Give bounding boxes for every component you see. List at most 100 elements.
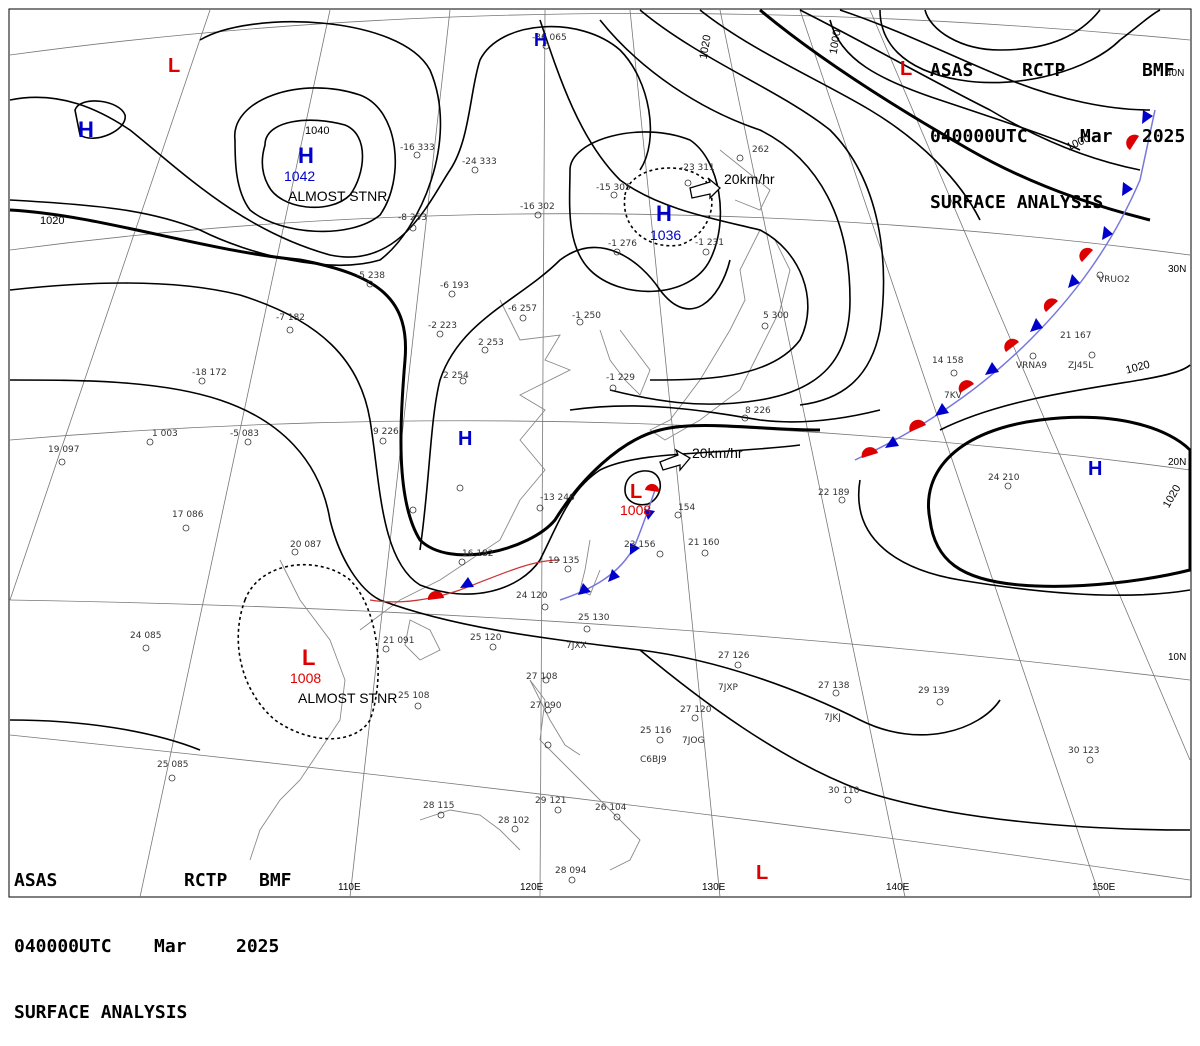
obs-68: C6BJ9 — [640, 755, 667, 765]
isobar-h-outer-2 — [9, 25, 652, 258]
chart-header-top-right: ASAS RCTP BMF 040000UTC Mar 2025 SURFACE ANA… — [930, 16, 1185, 236]
coast-hainan — [404, 619, 441, 661]
high-center-1042: H — [298, 143, 314, 168]
obs-50: 262 — [752, 145, 769, 155]
isobar-1000-label-line — [829, 19, 1081, 151]
isobar-1020-main — [9, 208, 821, 557]
isobar-l1008-dashed — [237, 563, 379, 740]
obs-64: 7JXX — [566, 641, 587, 651]
meridian-120e — [539, 9, 546, 898]
low-center-1008-taiwan: L — [630, 481, 642, 503]
obs-29: 26 104 — [595, 803, 627, 813]
lon-label-130e: 130E — [702, 882, 726, 893]
obs-27: 28 094 — [555, 866, 587, 876]
isobar-1016-west — [9, 379, 381, 601]
isobar-east-3 — [639, 9, 885, 406]
obs-62: ZJ45L — [1068, 361, 1093, 371]
obs-52: 21 167 — [1060, 331, 1092, 341]
obs-60: 7KV — [944, 391, 963, 401]
isobar-ne-low-1 — [879, 9, 1161, 84]
header-month: Mar — [1080, 126, 1113, 147]
obs-14: -6 257 — [508, 304, 537, 314]
note-almost-stnr-low: ALMOST STNR — [298, 690, 397, 706]
header-office: BMF — [1142, 60, 1175, 81]
header-time: 040000UTC — [930, 126, 1028, 147]
obs-23: 24 085 — [130, 631, 162, 641]
isobar-south-1012b — [639, 649, 1191, 831]
coast-indochina — [249, 559, 346, 861]
low-value-1008-indochina: 1008 — [290, 670, 321, 686]
obs-4: -15 305 — [596, 183, 631, 193]
obs-46: 25 130 — [578, 613, 610, 623]
obs-31: 27 120 — [680, 705, 712, 715]
lon-label-140e: 140E — [886, 882, 910, 893]
low-center-ne: L — [900, 58, 912, 80]
latitude-line-30n — [9, 213, 1191, 256]
note-almost-stnr-high: ALMOST STNR — [288, 188, 387, 204]
high-center-north: H — [534, 30, 547, 50]
obs-55: -1 276 — [608, 239, 637, 249]
arrow-h1036-motion — [689, 177, 721, 200]
obs-30: 25 116 — [640, 726, 672, 736]
motion-speed-labels: 20km/hr 20km/hr — [692, 171, 775, 461]
obs-26: 28 102 — [498, 816, 530, 826]
isobar-pacific-outer — [857, 479, 1191, 596]
isobar-east-2 — [599, 19, 851, 405]
obs-19: -5 083 — [230, 429, 259, 439]
obs-17: -1 229 — [606, 373, 635, 383]
obs-67: 7JOG — [682, 736, 704, 746]
latitude-line-40n — [9, 12, 1191, 56]
obs-37: 22 189 — [818, 488, 850, 498]
obs-24: 25 085 — [157, 760, 189, 770]
isobar-east-5 — [799, 9, 1141, 171]
obs-66: 7JKJ — [824, 713, 841, 723]
meridian-100e — [139, 9, 331, 898]
footer-month: Mar — [154, 936, 187, 957]
obs-63: VRUO2 — [1098, 275, 1130, 285]
motion-speed-l1008: 20km/hr — [692, 445, 743, 461]
chart-header-bottom-left: ASAS RCTP BMF 040000UTC Mar 2025 SURFACE ANA… — [14, 826, 292, 1046]
isobar-label-1020-west: 1020 — [40, 215, 64, 227]
obs-34: 29 139 — [918, 686, 950, 696]
weather-map: -36 065 -16 333 -24 333 -15 305 -23 311 … — [8, 8, 1192, 898]
isobar-pacific-outer-2 — [939, 364, 1191, 431]
obs-56: -1 231 — [695, 238, 724, 248]
obs-44: 25 120 — [470, 633, 502, 643]
coast-korea — [599, 329, 651, 396]
obs-11: -7 182 — [276, 313, 305, 323]
lon-label-150e: 150E — [1092, 882, 1116, 893]
isobar-label-1000-north: 1000 — [828, 29, 844, 55]
meridian-90e — [9, 9, 211, 601]
header-center: RCTP — [1022, 60, 1066, 81]
isobar-east-6 — [839, 9, 1151, 111]
header-year: 2025 — [1142, 126, 1186, 147]
coast-luzon — [529, 679, 581, 756]
motion-speed-h1036: 20km/hr — [724, 171, 775, 187]
front-taiwan-cold-symbols — [460, 509, 655, 595]
obs-45: 25 108 — [398, 691, 430, 701]
header-source: ASAS — [930, 60, 974, 81]
footer-center: RCTP — [184, 870, 228, 891]
front-cold-symbols — [885, 110, 1153, 448]
station-obs-markers — [58, 42, 1104, 884]
isobar-l1008-circle — [624, 470, 661, 506]
lon-label-110e: 110E — [338, 882, 361, 893]
obs-54: 9 226 — [373, 427, 399, 437]
obs-48: 8 226 — [745, 406, 771, 416]
obs-35: 30 110 — [828, 786, 860, 796]
obs-18: 1 003 — [152, 429, 178, 439]
isobar-h-inner-2 — [234, 87, 397, 233]
isobar-1020-north-inner — [9, 282, 801, 595]
latitude-line-0 — [9, 734, 1191, 881]
obs-41: 154 — [678, 503, 695, 513]
obs-51: 14 158 — [932, 356, 964, 366]
coast-hokkaido — [719, 149, 771, 211]
coastlines — [249, 149, 791, 871]
high-value-1042: 1042 — [284, 168, 315, 184]
isobar-south-1012 — [9, 719, 201, 751]
arrow-l1008-motion — [659, 448, 691, 472]
obs-10: -2 223 — [428, 321, 457, 331]
front-south-china — [369, 559, 561, 603]
footer-office: BMF — [259, 870, 292, 891]
front-taiwan-warm-symbols — [427, 483, 660, 600]
